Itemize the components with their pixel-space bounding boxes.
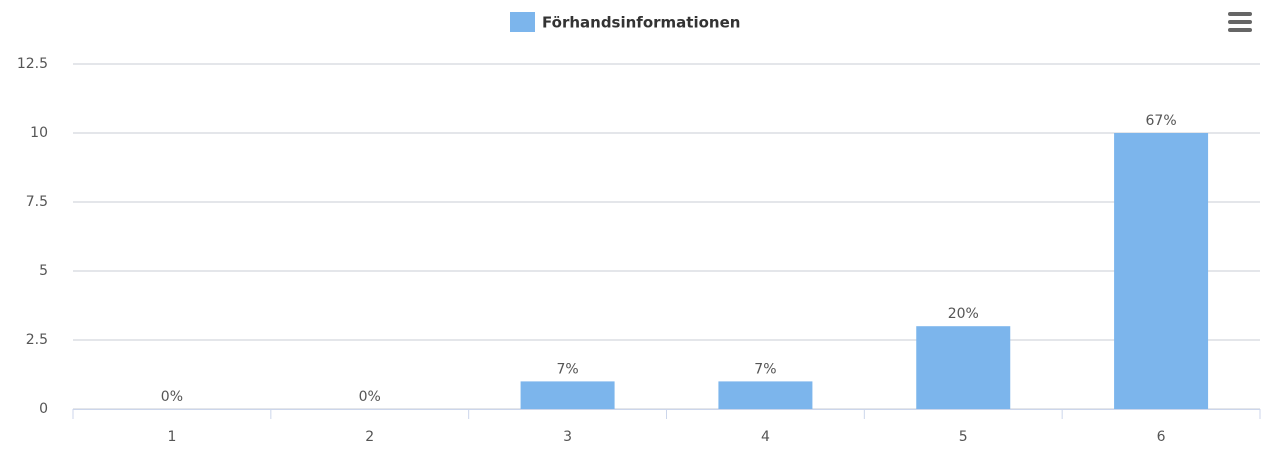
y-tick-label: 12.5 [17,56,48,72]
legend-swatch [510,12,535,32]
data-label: 0% [161,389,183,405]
bar [1114,133,1209,409]
data-label: 7% [556,361,578,377]
legend-label: Förhandsinformationen [542,14,740,32]
x-tick-label: 5 [959,429,968,445]
x-tick-label: 3 [563,429,572,445]
menu-bar [1228,20,1252,24]
y-tick-label: 2.5 [26,332,48,348]
y-tick-label: 5 [39,263,48,279]
y-tick-label: 0 [39,401,48,417]
menu-bar [1228,28,1252,32]
x-tick-label: 4 [761,429,770,445]
bar [520,381,615,409]
x-tick-label: 1 [167,429,176,445]
y-tick-label: 10 [30,125,48,141]
data-label: 0% [359,389,381,405]
menu-bar [1228,12,1252,16]
y-tick-label: 7.5 [26,194,48,210]
menu-button[interactable] [1228,12,1252,32]
data-label: 7% [754,361,776,377]
data-label: 20% [948,306,979,322]
bar [916,326,1011,409]
data-label: 67% [1146,113,1177,129]
bar [718,381,813,409]
x-tick-label: 2 [365,429,374,445]
x-tick-label: 6 [1157,429,1166,445]
